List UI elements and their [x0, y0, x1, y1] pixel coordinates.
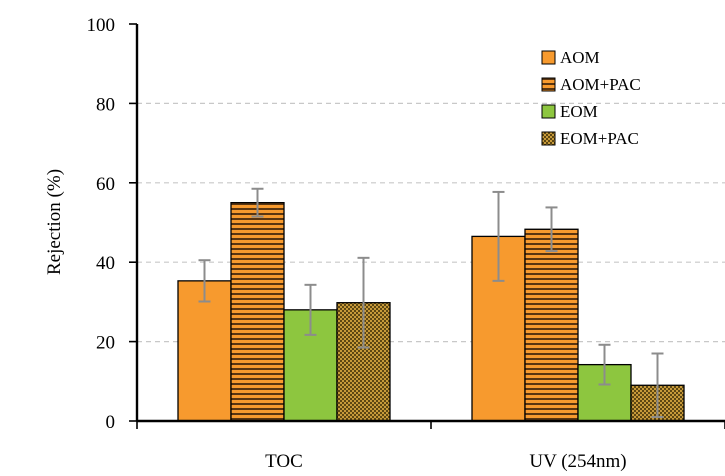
x-tick-label: TOC — [265, 451, 303, 472]
legend-label: AOM+PAC — [560, 75, 641, 94]
bars — [177, 201, 685, 422]
y-tick-label: 0 — [106, 412, 116, 433]
legend-swatch — [541, 77, 556, 92]
error-bars — [198, 187, 664, 419]
y-tick-label: 100 — [87, 15, 116, 36]
y-tick-label: 80 — [96, 94, 115, 115]
legend-swatch — [541, 104, 556, 119]
y-tick-label: 40 — [96, 253, 115, 274]
y-tick-label: 60 — [96, 174, 115, 195]
legend: AOM AOM+PAC EOM EOM+PAC — [541, 48, 641, 148]
bar-aom-pac-1 — [524, 228, 579, 422]
y-axis-title: Rejection (%) — [44, 169, 65, 275]
gridlines — [137, 102, 725, 343]
legend-label: AOM — [560, 48, 600, 67]
bar-aom-pac-0 — [230, 201, 285, 422]
y-tick-label: 20 — [96, 333, 115, 354]
x-ticks: TOC UV (254nm) — [265, 451, 626, 472]
legend-swatch — [541, 131, 556, 146]
x-tick-label: UV (254nm) — [529, 451, 626, 472]
axes — [135, 24, 725, 429]
legend-label: EOM — [560, 102, 598, 121]
legend-label: EOM+PAC — [560, 129, 639, 148]
y-ticks: 0 20 40 60 80 100 — [87, 15, 137, 433]
legend-swatch — [541, 50, 556, 65]
